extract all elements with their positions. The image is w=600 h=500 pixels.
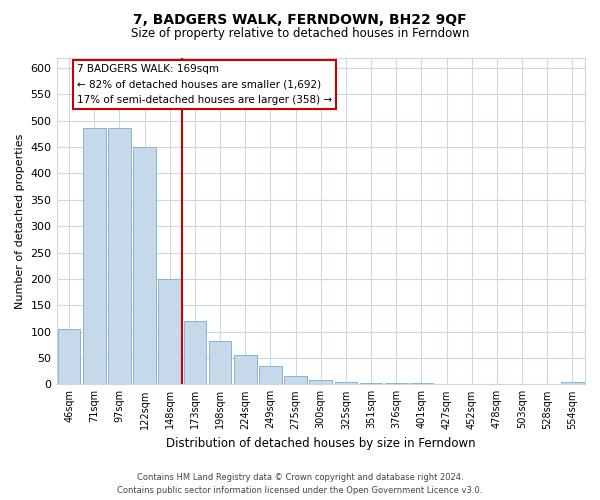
Text: Size of property relative to detached houses in Ferndown: Size of property relative to detached ho…: [131, 28, 469, 40]
Text: 7 BADGERS WALK: 169sqm
← 82% of detached houses are smaller (1,692)
17% of semi-: 7 BADGERS WALK: 169sqm ← 82% of detached…: [77, 64, 332, 105]
Bar: [209, 341, 232, 384]
Bar: [108, 128, 131, 384]
Text: 7, BADGERS WALK, FERNDOWN, BH22 9QF: 7, BADGERS WALK, FERNDOWN, BH22 9QF: [133, 12, 467, 26]
Bar: [259, 366, 282, 384]
Bar: [335, 382, 357, 384]
Bar: [133, 147, 156, 384]
Bar: [360, 382, 382, 384]
Bar: [310, 380, 332, 384]
Text: Contains HM Land Registry data © Crown copyright and database right 2024.
Contai: Contains HM Land Registry data © Crown c…: [118, 474, 482, 495]
Bar: [284, 376, 307, 384]
Bar: [58, 329, 80, 384]
Bar: [561, 382, 584, 384]
X-axis label: Distribution of detached houses by size in Ferndown: Distribution of detached houses by size …: [166, 437, 476, 450]
Bar: [158, 279, 181, 384]
Bar: [184, 321, 206, 384]
Bar: [234, 355, 257, 384]
Y-axis label: Number of detached properties: Number of detached properties: [15, 133, 25, 308]
Bar: [83, 128, 106, 384]
